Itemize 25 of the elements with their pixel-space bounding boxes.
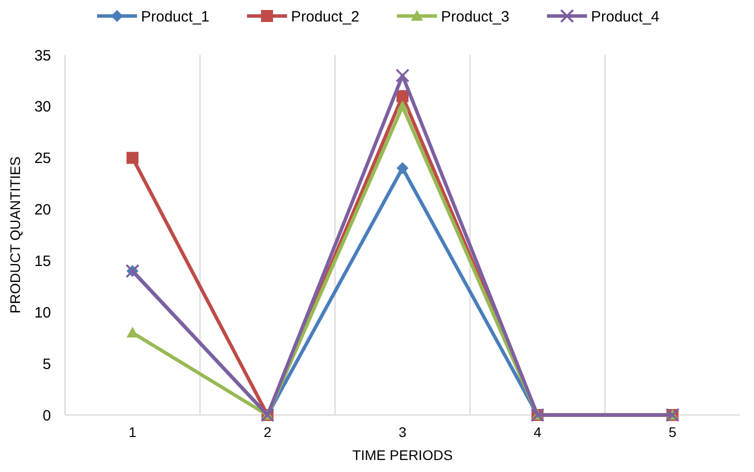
point <box>396 162 408 174</box>
point <box>396 100 408 112</box>
x-tick-label: 3 <box>398 424 407 440</box>
x-tick-label: 5 <box>668 424 677 440</box>
x-axis-title: TIME PERIODS <box>352 447 453 463</box>
legend-label: Product_2 <box>291 8 360 26</box>
point <box>396 68 410 83</box>
y-tick-label: 25 <box>34 150 51 168</box>
y-tick-label: 35 <box>34 47 51 64</box>
y-tick-label: 0 <box>42 407 51 424</box>
y-tick-label: 5 <box>42 356 51 373</box>
y-tick-label: 20 <box>34 202 51 219</box>
point <box>126 152 138 164</box>
y-tick-label: 10 <box>34 304 51 322</box>
y-tick-label: 30 <box>34 98 51 116</box>
y-tick-label: 15 <box>34 252 51 270</box>
x-tick-label: 4 <box>534 424 542 440</box>
point <box>396 90 408 102</box>
point <box>126 326 138 338</box>
legend-label: Product_4 <box>591 8 660 26</box>
legend-label: Product_1 <box>141 8 210 26</box>
y-axis-title: PRODUCT QUANTITIES <box>7 156 23 314</box>
x-tick-label: 2 <box>264 424 272 440</box>
x-tick-label: 1 <box>128 424 137 440</box>
legend-label: Product_3 <box>441 8 510 26</box>
